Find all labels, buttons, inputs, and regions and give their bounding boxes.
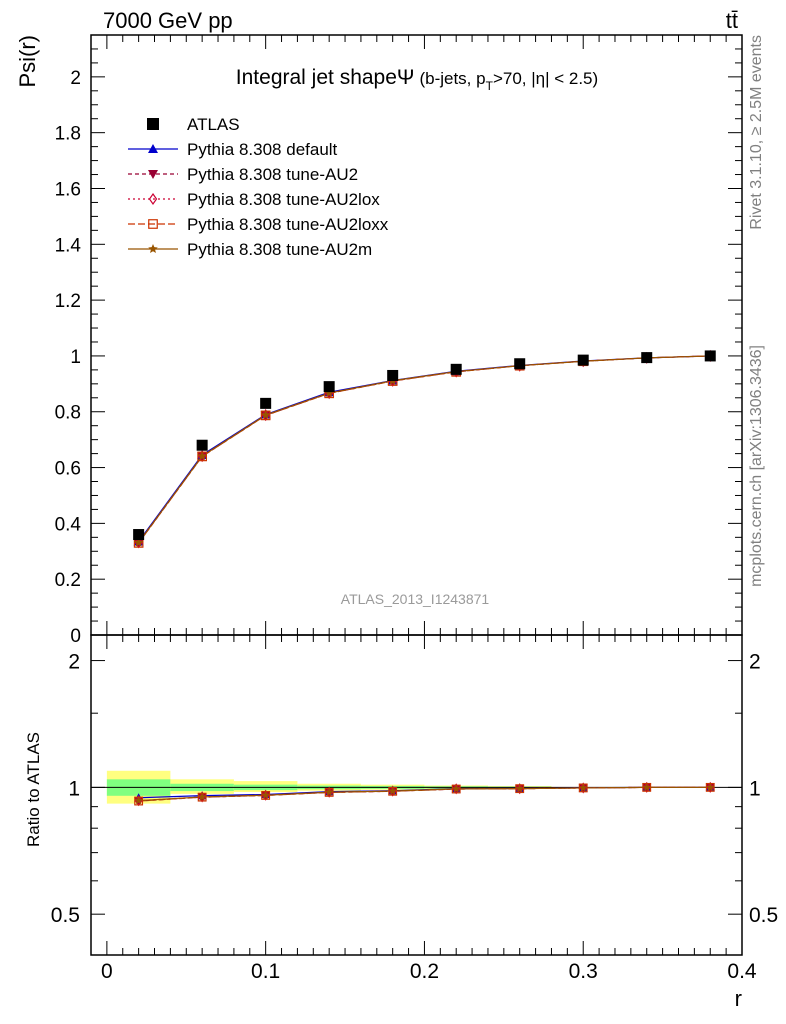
x-tick-label: 0.1 [251, 960, 280, 983]
data-point [514, 358, 526, 370]
ratio-y-axis-label: Ratio to ATLAS [24, 732, 43, 847]
x-tick-label: 0.2 [410, 960, 439, 983]
y-tick-label: 0.4 [55, 514, 82, 535]
title-sub: T [486, 79, 494, 93]
ratio-y-ticks: 0.5 0.5 1 1 2 2 [51, 651, 778, 928]
ratio-tick-label-right: 0.5 [749, 904, 778, 927]
mc-point [642, 782, 652, 792]
data-point [704, 350, 716, 362]
mc-point [388, 786, 397, 795]
mc-point [134, 796, 143, 805]
mc-series-line [138, 355, 711, 544]
mc-series-line [138, 355, 711, 543]
x-tick-label: 0 [101, 960, 113, 983]
legend-label: Pythia 8.308 tune-AU2lox [187, 190, 380, 209]
title-suffix2: >70, |η| < 2.5) [493, 69, 598, 88]
process-label: tt̄ [726, 8, 738, 33]
data-point [450, 363, 462, 375]
legend-label: Pythia 8.308 tune-AU2 [187, 165, 358, 184]
mc-point [148, 244, 158, 254]
data-point [323, 381, 335, 393]
y-tick-label: 1 [70, 347, 81, 368]
mcplots-label: mcplots.cern.ch [arXiv:1306.3436] [748, 345, 765, 587]
mc-point [260, 410, 271, 420]
y-tick-label: 1.6 [55, 179, 81, 200]
mc-point [148, 170, 158, 179]
atlas-data-points [133, 350, 716, 541]
legend: ATLAS Pythia 8.308 default Pythia 8.308 tu… [128, 115, 389, 259]
legend-label: Pythia 8.308 tune-AU2loxx [187, 215, 389, 234]
ratio-tick-label-left: 1 [68, 777, 80, 800]
x-tick-label: 0.4 [727, 960, 757, 983]
mc-series-line [138, 355, 711, 543]
x-tick-label: 0.3 [569, 960, 598, 983]
data-point [577, 354, 589, 366]
mc-point [578, 783, 588, 792]
mc-series-line [138, 355, 711, 542]
ratio-series [134, 781, 715, 807]
y-tick-label: 2 [70, 68, 81, 89]
main-y-axis-label: Psi(r) [15, 35, 40, 88]
y-tick-label: 0.6 [55, 459, 81, 480]
mc-point [133, 537, 144, 547]
y-tick-label: 1.8 [55, 124, 81, 145]
rivet-label: Rivet 3.1.10, ≥ 2.5M events [748, 35, 765, 230]
main-y-ticks: 0 0.2 0.4 0.6 0.8 1 1.2 1.4 1.6 1.8 2 [55, 34, 742, 647]
title-suffix: (b-jets, p [419, 69, 485, 88]
main-series [133, 349, 716, 549]
mc-point [261, 790, 270, 799]
legend-label: Pythia 8.308 default [187, 140, 338, 159]
y-tick-label: 1.2 [55, 291, 81, 312]
mc-point [324, 787, 334, 796]
data-point [133, 529, 145, 541]
legend-label: ATLAS [187, 115, 240, 134]
mc-point [148, 144, 158, 153]
mc-point [705, 782, 715, 792]
mc-point [197, 792, 207, 801]
data-point [196, 439, 208, 451]
mc-point [148, 219, 158, 229]
data-point [260, 397, 272, 409]
legend-label: Pythia 8.308 tune-AU2m [187, 240, 372, 259]
y-tick-label: 0.2 [55, 570, 81, 591]
x-ticks: 0 0.1 0.2 0.3 0.4 [90, 35, 757, 983]
data-point [641, 352, 653, 364]
mc-point [515, 784, 524, 793]
mc-series-line [138, 355, 711, 544]
energy-label: 7000 GeV pp [103, 8, 233, 33]
plot-title: Integral jet shapeΨ (b-jets, pT>70, |η| <… [236, 66, 598, 93]
ratio-tick-label-right: 1 [749, 777, 761, 800]
x-axis-label: r [735, 986, 742, 1011]
ratio-tick-label-right: 2 [749, 651, 761, 674]
y-tick-label: 0 [70, 626, 81, 647]
data-point [147, 118, 159, 130]
mc-point [324, 388, 334, 398]
y-tick-label: 0.8 [55, 403, 81, 424]
ratio-tick-label-left: 2 [68, 651, 80, 674]
data-point [387, 369, 399, 381]
ratio-plot-frame [90, 634, 743, 956]
y-tick-label: 1.4 [55, 235, 82, 256]
mc-point [197, 451, 207, 461]
mc-point [451, 784, 461, 793]
ratio-series-line [138, 786, 711, 802]
title-main: Integral jet shapeΨ [236, 66, 415, 89]
ratio-tick-label-left: 0.5 [51, 904, 80, 927]
analysis-label: ATLAS_2013_I1243871 [341, 591, 490, 607]
mc-point [148, 192, 158, 206]
